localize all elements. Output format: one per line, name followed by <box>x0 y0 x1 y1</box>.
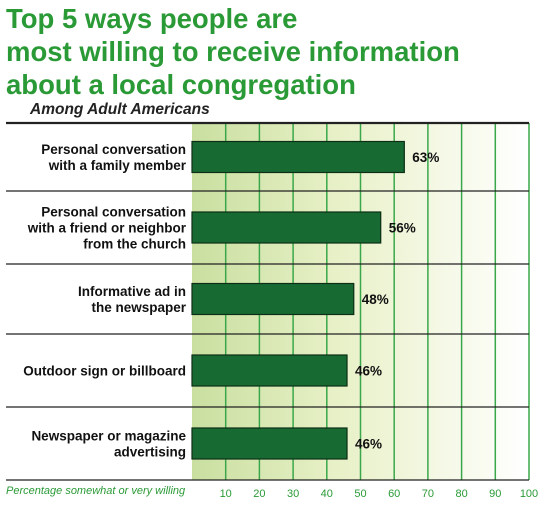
x-tick-label-80: 80 <box>455 488 467 500</box>
category-label-line: Outdoor sign or billboard <box>23 364 186 379</box>
category-label-line: from the church <box>83 237 186 252</box>
bar <box>191 211 382 244</box>
category-label-line: Newspaper or magazine <box>31 429 186 444</box>
data-label: 46% <box>355 364 382 379</box>
x-tick-label-100: 100 <box>520 488 538 500</box>
data-label: 56% <box>389 221 416 236</box>
x-tick-label-50: 50 <box>354 488 366 500</box>
category-label: Personal conversation with a family membe… <box>41 142 187 173</box>
chart-title: Top 5 ways people are most willing to re… <box>6 2 551 101</box>
category-label: Newspaper or magazine advertising <box>31 429 186 460</box>
category-label-line: with a family member <box>48 158 187 173</box>
category-label-line: Personal conversation <box>41 142 186 157</box>
category-label-line: Personal conversation <box>41 205 186 220</box>
category-label-line: with a friend or neighbor <box>27 221 187 236</box>
data-label: 63% <box>412 150 439 165</box>
category-label-line: the newspaper <box>91 300 186 315</box>
category-label: Informative ad in the newspaper <box>78 284 187 315</box>
x-axis-label: Percentage somewhat or very willing <box>6 485 186 497</box>
x-tick-label-10: 10 <box>220 488 232 500</box>
data-label: 46% <box>355 437 382 452</box>
chart-title-line-1: Top 5 ways people are <box>6 3 298 34</box>
x-tick-label-90: 90 <box>489 488 501 500</box>
bar <box>191 427 348 460</box>
category-label: Personal conversation with a friend or ne… <box>27 205 187 252</box>
bar <box>191 282 355 316</box>
bar <box>191 354 348 387</box>
x-tick-label-20: 20 <box>253 488 265 500</box>
chart-title-line-3: about a local congregation <box>6 69 356 100</box>
x-tick-label-70: 70 <box>422 488 434 500</box>
x-tick-label-40: 40 <box>321 488 333 500</box>
x-tick-label-60: 60 <box>388 488 400 500</box>
category-label-line: advertising <box>114 445 186 460</box>
bar <box>191 140 405 174</box>
chart-subtitle: Among Adult Americans <box>30 101 210 118</box>
category-label: Outdoor sign or billboard <box>23 364 186 379</box>
chart-title-line-2: most willing to receive information <box>6 36 460 67</box>
data-label: 48% <box>362 292 389 307</box>
x-tick-label-30: 30 <box>287 488 299 500</box>
category-label-line: Informative ad in <box>78 284 186 299</box>
